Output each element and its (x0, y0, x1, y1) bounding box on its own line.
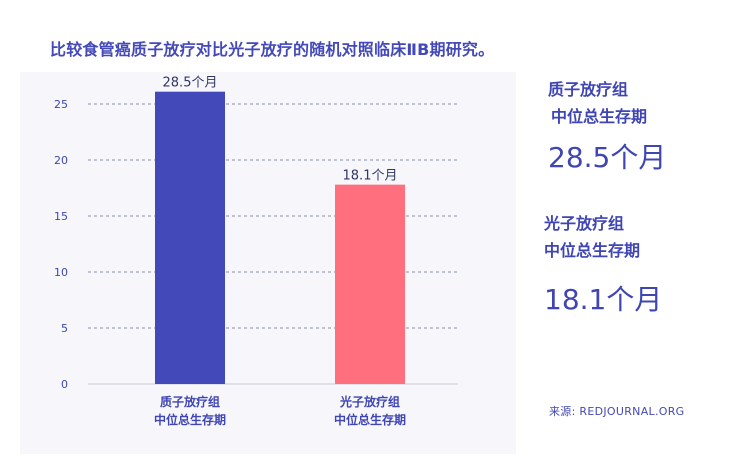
stat-photon-value: 18.1个月 (544, 283, 663, 316)
stat-photon-label-2: 中位总生存期 (544, 241, 641, 260)
bar (155, 91, 225, 385)
bar-data-label: 18.1个月 (343, 169, 398, 184)
data-label-layer: 28.5个月 18.1个月 (163, 76, 398, 184)
y-tick-label: 0 (61, 378, 68, 391)
y-tick-label: 15 (54, 210, 68, 223)
stat-photon: 光子放疗组 中位总生存期 18.1个月 (544, 210, 662, 318)
x-category-label: 光子放疗组 (339, 394, 400, 409)
x-category-label: 中位总生存期 (154, 412, 226, 427)
stat-proton-label-2: 中位总生存期 (551, 107, 648, 126)
x-category-label: 质子放疗组 (160, 394, 220, 409)
stat-photon-label-1: 光子放疗组 (544, 214, 625, 233)
bar-data-label: 28.5个月 (163, 76, 218, 91)
source-credit: 来源: REDJOURNAL.ORG (549, 405, 685, 418)
y-tick-label: 25 (54, 98, 68, 111)
chart-title: 比较食管癌质子放疗对比光子放疗的随机对照临床ⅡB期研究。 (50, 40, 495, 59)
bar (335, 184, 405, 384)
stat-proton-value: 28.5个月 (548, 141, 667, 174)
bar-layer (155, 91, 405, 385)
y-tick-label: 10 (54, 266, 68, 279)
y-tick-layer: 0 5 10 15 20 25 (54, 98, 68, 391)
stat-proton: 质子放疗组 中位总生存期 28.5个月 (548, 76, 666, 176)
x-category-label: 中位总生存期 (334, 412, 406, 427)
y-tick-label: 20 (54, 154, 68, 167)
y-tick-label: 5 (61, 322, 68, 335)
chart-panel (20, 72, 516, 454)
stat-proton-label-1: 质子放疗组 (548, 80, 629, 99)
